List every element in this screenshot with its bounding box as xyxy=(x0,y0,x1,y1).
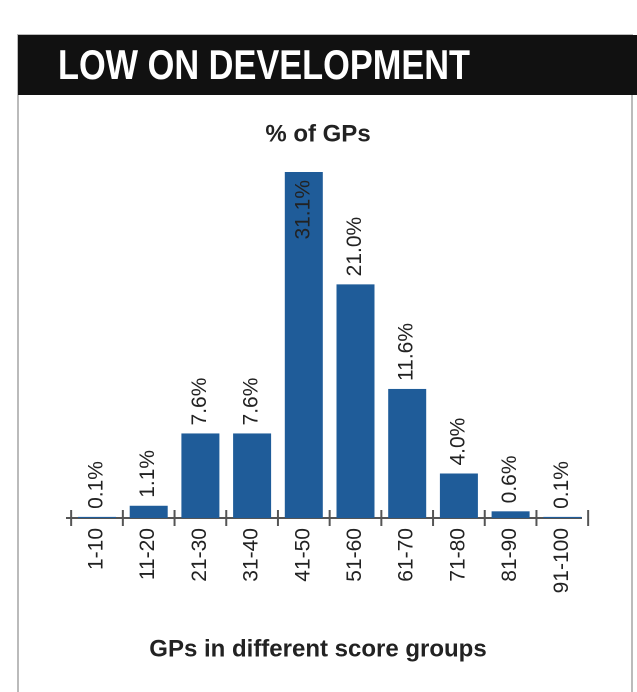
value-label: 7.6% xyxy=(188,378,211,426)
x-tick-label: 71-80 xyxy=(446,528,469,582)
value-label: 4.0% xyxy=(446,418,469,466)
x-tick-label: 51-60 xyxy=(343,528,366,582)
bar xyxy=(78,516,116,518)
x-tick-label: 1-10 xyxy=(85,528,108,570)
bar xyxy=(388,388,427,518)
x-tick-label: 91-100 xyxy=(550,528,573,593)
chart-subtitle: % of GPs xyxy=(265,120,370,147)
x-tick-label: 11-20 xyxy=(136,528,159,580)
value-label: 0.1% xyxy=(550,461,573,509)
x-tick-label: 61-70 xyxy=(395,528,418,582)
x-tick-label: 81-90 xyxy=(498,528,521,582)
value-label: 21.0% xyxy=(343,217,366,277)
value-label: 31.1% xyxy=(291,180,314,240)
bar xyxy=(439,473,478,518)
header-band xyxy=(18,35,637,95)
bar xyxy=(336,284,375,518)
x-tick-label: 31-40 xyxy=(240,528,263,582)
value-label: 1.1% xyxy=(136,450,159,498)
value-label: 0.1% xyxy=(85,461,108,509)
value-label: 0.6% xyxy=(498,455,521,503)
value-label: 11.6% xyxy=(395,323,418,381)
x-axis-title: GPs in different score groups xyxy=(149,635,486,662)
frame xyxy=(17,34,633,692)
bar xyxy=(233,433,272,518)
bar xyxy=(181,433,220,518)
bar xyxy=(543,516,582,518)
bar xyxy=(284,172,323,518)
value-label: 7.6% xyxy=(240,378,263,426)
chart-title: LOW ON DEVELOPMENT xyxy=(58,41,470,88)
x-tick-label: 21-30 xyxy=(188,528,211,582)
bar xyxy=(129,505,168,518)
bar xyxy=(491,511,530,518)
x-tick-label: 41-50 xyxy=(291,528,314,582)
